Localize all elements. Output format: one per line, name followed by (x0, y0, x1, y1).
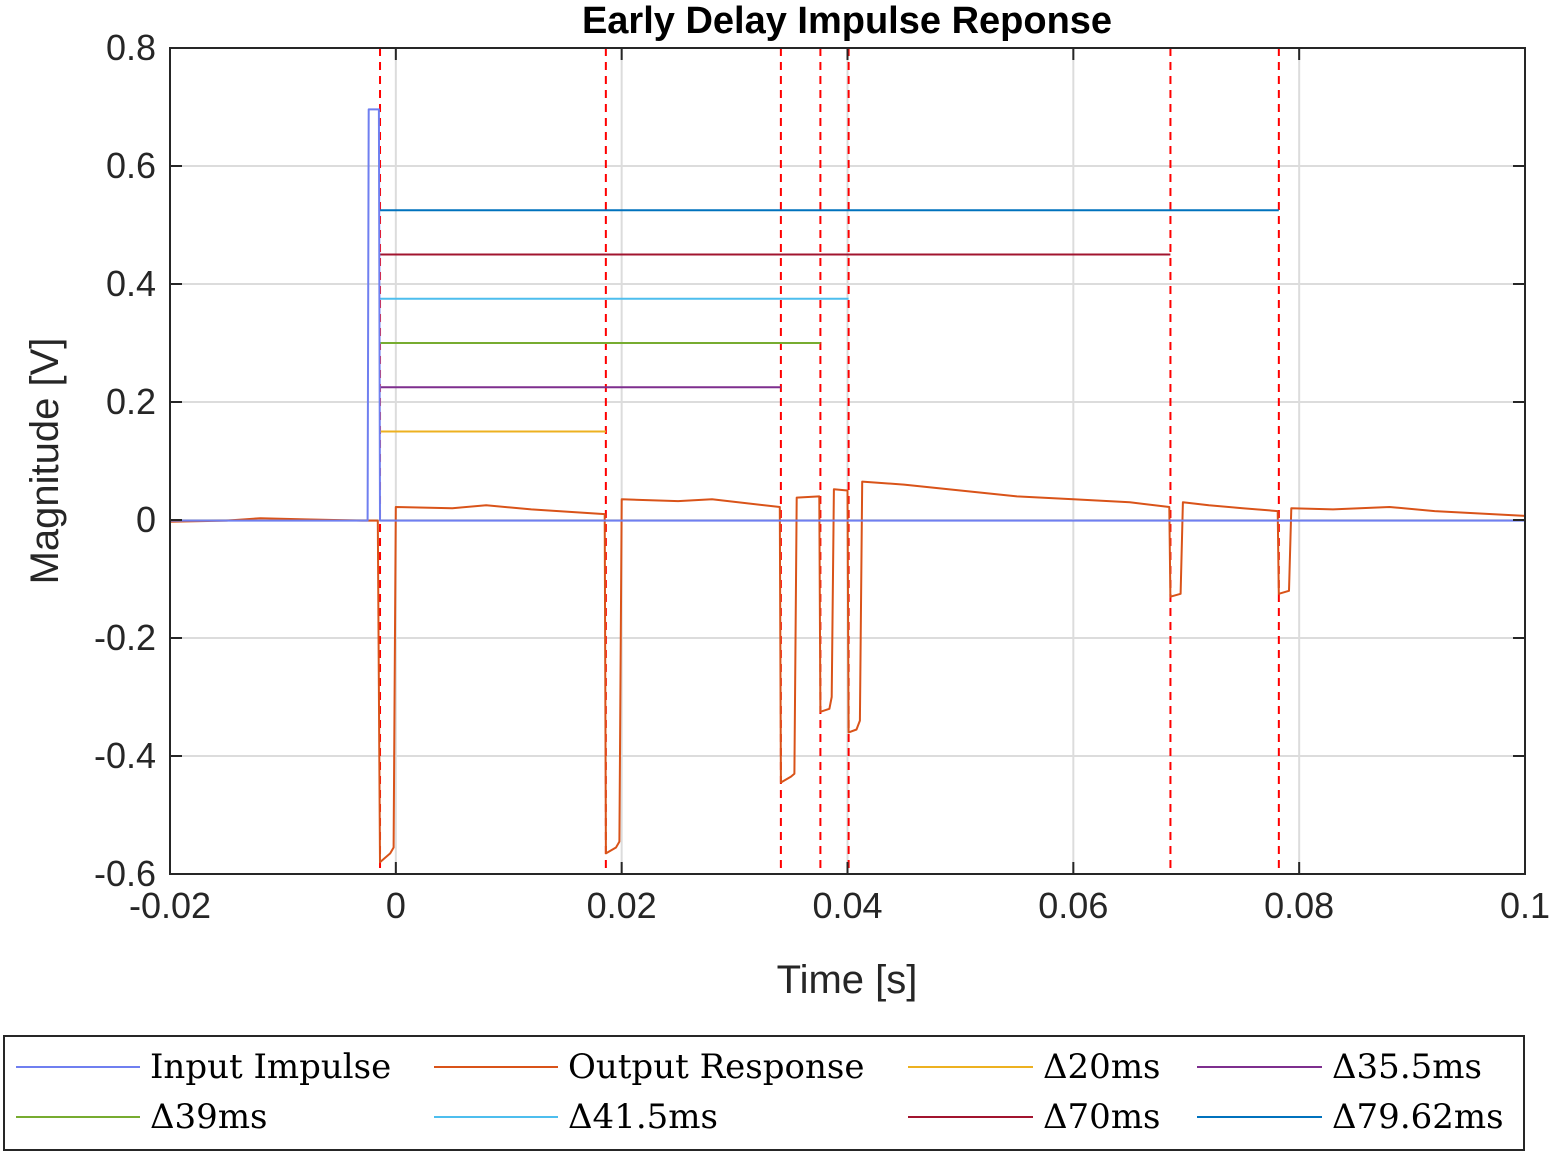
x-tick-label: 0.1 (1500, 885, 1549, 926)
series-line (170, 108, 1525, 522)
y-tick-label: 0.4 (106, 263, 156, 304)
x-tick-label: 0.02 (587, 885, 657, 926)
y-tick-label: -0.2 (94, 617, 156, 658)
y-tick-label: 0.8 (106, 27, 156, 68)
y-tick-label: 0 (136, 499, 156, 540)
y-tick-label: 0.2 (106, 381, 156, 422)
legend: Input Impulse Output Response Δ20ms Δ35.5ms… (16, 1047, 1504, 1137)
y-tick-label: 0.6 (106, 145, 156, 186)
y-ticks: -0.6 -0.4 -0.2 0 0.2 0.4 0.6 0.8 (94, 27, 1525, 894)
legend-label: Δ41.5ms (568, 1097, 718, 1137)
chart-title: Early Delay Impulse Reponse (582, 0, 1112, 42)
x-tick-label: 0.04 (812, 885, 882, 926)
legend-label: Δ35.5ms (1332, 1047, 1482, 1087)
x-ticks: -0.02 0 0.02 0.04 0.06 0.08 0.1 (129, 48, 1549, 926)
x-tick-label: 0 (386, 885, 406, 926)
series-line (169, 480, 1526, 864)
legend-label: Input Impulse (150, 1047, 391, 1087)
legend-label: Δ70ms (1043, 1097, 1161, 1137)
legend-item: Δ20ms (908, 1047, 1161, 1087)
legend-label: Output Response (568, 1047, 864, 1087)
legend-label: Δ79.62ms (1332, 1097, 1504, 1137)
legend-box (3, 1035, 1525, 1151)
legend-item: Input Impulse (16, 1047, 391, 1087)
legend-item: Δ41.5ms (434, 1097, 718, 1137)
x-tick-label: -0.02 (129, 885, 211, 926)
legend-label: Δ39ms (150, 1097, 268, 1137)
x-tick-label: 0.08 (1264, 885, 1334, 926)
y-axis-label: Magnitude [V] (23, 338, 67, 585)
legend-item: Δ39ms (16, 1097, 268, 1137)
legend-item: Δ70ms (908, 1097, 1161, 1137)
x-axis-label: Time [s] (777, 958, 918, 1002)
legend-item: Δ79.62ms (1197, 1097, 1504, 1137)
legend-item: Δ35.5ms (1197, 1047, 1482, 1087)
legend-label: Δ20ms (1043, 1047, 1161, 1087)
y-tick-label: -0.4 (94, 735, 156, 776)
legend-item: Output Response (434, 1047, 864, 1087)
series-lines (169, 108, 1526, 864)
x-tick-label: 0.06 (1038, 885, 1108, 926)
y-tick-label: -0.6 (94, 853, 156, 894)
